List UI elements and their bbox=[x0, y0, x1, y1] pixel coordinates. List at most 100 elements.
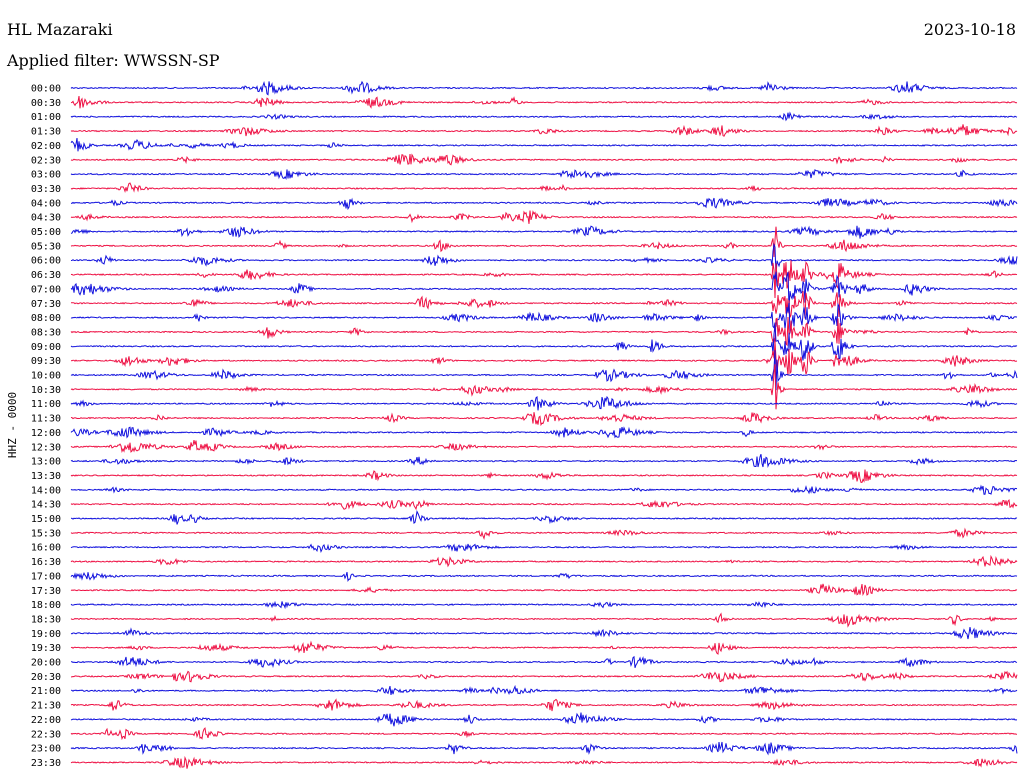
trace-17:00 bbox=[70, 571, 1018, 583]
trace-03:30 bbox=[70, 182, 1018, 194]
trace-07:00 bbox=[70, 271, 1018, 309]
time-label: 00:00 bbox=[31, 84, 61, 95]
trace-01:00 bbox=[70, 111, 1018, 122]
trace-12:30 bbox=[70, 439, 1018, 454]
trace-10:30 bbox=[70, 364, 1018, 410]
trace-18:00 bbox=[70, 600, 1018, 610]
time-label: 04:00 bbox=[31, 198, 61, 209]
time-label: 00:30 bbox=[31, 98, 61, 109]
time-label: 22:00 bbox=[31, 715, 61, 726]
time-label: 18:30 bbox=[31, 614, 61, 625]
time-label: 16:30 bbox=[31, 557, 61, 568]
trace-14:00 bbox=[70, 484, 1018, 495]
trace-08:30 bbox=[70, 316, 1018, 347]
time-label: 01:30 bbox=[31, 127, 61, 138]
time-label: 08:30 bbox=[31, 327, 61, 338]
trace-14:30 bbox=[70, 498, 1018, 511]
time-label: 17:30 bbox=[31, 586, 61, 597]
trace-23:00 bbox=[70, 741, 1018, 756]
trace-16:30 bbox=[70, 554, 1018, 568]
trace-15:30 bbox=[70, 527, 1018, 540]
time-label: 09:00 bbox=[31, 342, 61, 353]
time-label: 02:30 bbox=[31, 155, 61, 166]
filter-label: Applied filter: WWSSN-SP bbox=[7, 51, 220, 70]
trace-02:00 bbox=[70, 138, 1018, 152]
trace-05:00 bbox=[70, 225, 1018, 239]
time-label: 13:00 bbox=[31, 457, 61, 468]
trace-19:30 bbox=[70, 640, 1018, 655]
time-label: 20:00 bbox=[31, 658, 61, 669]
time-label: 10:00 bbox=[31, 371, 61, 382]
trace-16:00 bbox=[70, 543, 1018, 553]
trace-08:00 bbox=[70, 302, 1018, 334]
trace-12:00 bbox=[70, 426, 1018, 439]
time-label: 17:00 bbox=[31, 571, 61, 582]
trace-11:30 bbox=[70, 412, 1018, 427]
trace-11:00 bbox=[70, 395, 1018, 411]
time-label: 08:00 bbox=[31, 313, 61, 324]
time-label: 14:30 bbox=[31, 500, 61, 511]
trace-07:30 bbox=[70, 291, 1018, 319]
time-label: 11:00 bbox=[31, 399, 61, 410]
trace-01:30 bbox=[70, 124, 1018, 137]
trace-09:00 bbox=[70, 325, 1018, 361]
time-label: 21:30 bbox=[31, 701, 61, 712]
time-label: 07:30 bbox=[31, 299, 61, 310]
time-label: 15:00 bbox=[31, 514, 61, 525]
time-label: 13:30 bbox=[31, 471, 61, 482]
trace-17:30 bbox=[70, 583, 1018, 597]
time-label: 05:30 bbox=[31, 241, 61, 252]
time-label: 19:00 bbox=[31, 629, 61, 640]
trace-10:00 bbox=[70, 350, 1018, 391]
time-label: 23:00 bbox=[31, 744, 61, 755]
time-label: 15:30 bbox=[31, 528, 61, 539]
time-label: 02:00 bbox=[31, 141, 61, 152]
time-label: 16:00 bbox=[31, 543, 61, 554]
trace-23:30 bbox=[70, 755, 1018, 769]
trace-13:00 bbox=[70, 454, 1017, 469]
trace-04:00 bbox=[70, 197, 1018, 211]
trace-20:00 bbox=[71, 655, 1018, 668]
time-label: 03:30 bbox=[31, 184, 61, 195]
time-label: 06:00 bbox=[31, 256, 61, 267]
trace-21:30 bbox=[70, 698, 1017, 712]
trace-05:30 bbox=[70, 226, 1018, 258]
time-label: 20:30 bbox=[31, 672, 61, 683]
trace-03:00 bbox=[70, 169, 1018, 180]
time-label: 05:00 bbox=[31, 227, 61, 238]
y-axis-label: HHZ - 0000 bbox=[6, 392, 19, 458]
trace-15:00 bbox=[70, 510, 1018, 525]
trace-22:00 bbox=[70, 712, 1018, 727]
trace-00:00 bbox=[70, 80, 1018, 96]
time-label: 12:00 bbox=[31, 428, 61, 439]
record-date: 2023-10-18 bbox=[923, 20, 1016, 39]
trace-00:30 bbox=[70, 96, 1018, 109]
time-label: 06:30 bbox=[31, 270, 61, 281]
time-label: 07:00 bbox=[31, 284, 61, 295]
time-label: 14:00 bbox=[31, 485, 61, 496]
time-label: 21:00 bbox=[31, 686, 61, 697]
time-label: 19:30 bbox=[31, 643, 61, 654]
trace-18:30 bbox=[70, 612, 1017, 628]
trace-04:30 bbox=[70, 210, 1018, 224]
time-label: 04:30 bbox=[31, 213, 61, 224]
time-label: 12:30 bbox=[31, 442, 61, 453]
trace-06:30 bbox=[70, 260, 1018, 299]
trace-19:00 bbox=[70, 627, 1018, 640]
trace-13:30 bbox=[70, 469, 1018, 483]
time-label: 03:00 bbox=[31, 170, 61, 181]
time-label: 11:30 bbox=[31, 414, 61, 425]
trace-02:30 bbox=[70, 153, 1018, 166]
time-label: 01:00 bbox=[31, 112, 61, 123]
trace-20:30 bbox=[71, 670, 1018, 683]
station-title: HL Mazaraki bbox=[7, 20, 113, 39]
time-label: 18:00 bbox=[31, 600, 61, 611]
trace-21:00 bbox=[70, 684, 1018, 695]
time-label: 10:30 bbox=[31, 385, 61, 396]
time-label: 22:30 bbox=[31, 729, 61, 740]
trace-06:00 bbox=[70, 242, 1018, 276]
time-label: 09:30 bbox=[31, 356, 61, 367]
trace-22:30 bbox=[70, 727, 1018, 741]
time-label: 23:30 bbox=[31, 758, 61, 769]
